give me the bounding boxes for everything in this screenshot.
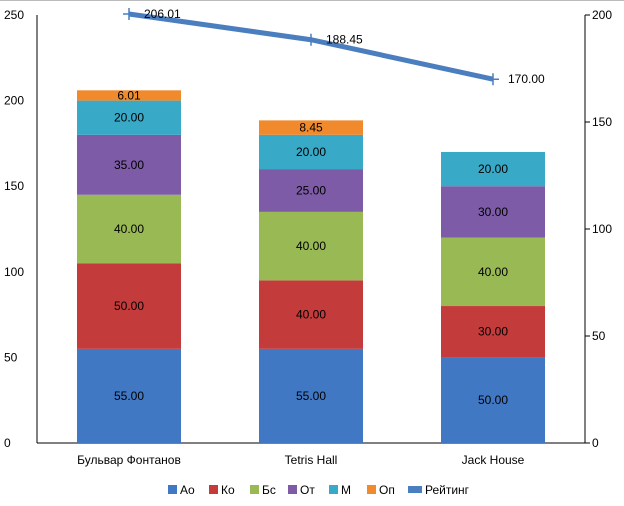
bar-data-label: 8.45 — [299, 121, 323, 135]
bar-segment — [259, 120, 363, 135]
bar-data-label: 50.00 — [114, 299, 144, 313]
bar-data-label: 40.00 — [296, 239, 326, 253]
legend-label: От — [300, 483, 315, 497]
bar-segment — [441, 306, 545, 358]
rating-marker — [123, 8, 135, 20]
bar-segment — [259, 280, 363, 349]
legend-swatch — [367, 485, 376, 494]
rating-data-label: 170.00 — [508, 72, 545, 86]
legend-label: М — [341, 483, 351, 497]
left-tick-label: 0 — [4, 436, 11, 450]
legend-swatch — [408, 486, 422, 493]
bar-data-label: 40.00 — [296, 308, 326, 322]
bar-data-label: 50.00 — [478, 393, 508, 407]
bar-segment — [259, 134, 363, 170]
bar-data-label: 35.00 — [114, 158, 144, 172]
legend-swatch — [329, 485, 338, 494]
bar-segment — [441, 357, 545, 443]
right-tick-label: 0 — [592, 436, 599, 450]
legend-label: Бс — [262, 483, 276, 497]
bar-segment — [259, 348, 363, 443]
bar-data-label: 40.00 — [478, 265, 508, 279]
left-tick-label: 100 — [4, 265, 24, 279]
category-label: Бульвар Фонтанов — [77, 453, 181, 467]
rating-data-label: 206.01 — [144, 7, 181, 21]
bar-segment — [77, 194, 181, 264]
legend-label: Ао — [180, 483, 195, 497]
rating-marker — [305, 33, 317, 46]
bar-segment — [77, 90, 181, 101]
right-tick-label: 100 — [592, 222, 612, 236]
legend-swatch — [250, 485, 259, 494]
left-tick-label: 150 — [4, 179, 24, 193]
bar-data-label: 55.00 — [114, 389, 144, 403]
bar-segment — [259, 211, 363, 281]
left-tick-label: 250 — [4, 8, 24, 22]
bar-segment — [77, 134, 181, 195]
left-tick-label: 200 — [4, 94, 24, 108]
bar-segment — [441, 186, 545, 238]
right-tick-label: 200 — [592, 8, 612, 22]
bar-segment — [259, 169, 363, 212]
legend-swatch — [288, 485, 297, 494]
rating-marker — [487, 73, 499, 86]
bar-data-label: 30.00 — [478, 205, 508, 219]
legend-label: Оп — [379, 483, 395, 497]
legend-swatch — [168, 485, 177, 494]
bar-data-label: 20.00 — [114, 111, 144, 125]
right-tick-label: 150 — [592, 115, 612, 129]
right-tick-label: 50 — [592, 329, 606, 343]
bar-data-label: 40.00 — [114, 222, 144, 236]
legend-label: Рейтинг — [425, 483, 470, 497]
bar-data-label: 20.00 — [478, 162, 508, 176]
legend-swatch — [209, 485, 218, 494]
bar-segment — [441, 151, 545, 187]
rating-data-label: 188.45 — [326, 33, 363, 47]
bar-segment — [77, 348, 181, 443]
bar-segment — [77, 263, 181, 349]
bar-data-label: 30.00 — [478, 325, 508, 339]
bar-data-label: 25.00 — [296, 183, 326, 197]
bar-segment — [441, 237, 545, 307]
legend-label: Ко — [221, 483, 235, 497]
bar-data-label: 6.01 — [117, 88, 141, 102]
bar-data-label: 20.00 — [296, 145, 326, 159]
bar-data-label: 55.00 — [296, 389, 326, 403]
bar-segment — [77, 100, 181, 135]
category-label: Jack House — [462, 453, 525, 467]
left-tick-label: 50 — [4, 350, 18, 364]
rating-line — [128, 11, 494, 82]
category-label: Tetris Hall — [285, 453, 338, 467]
